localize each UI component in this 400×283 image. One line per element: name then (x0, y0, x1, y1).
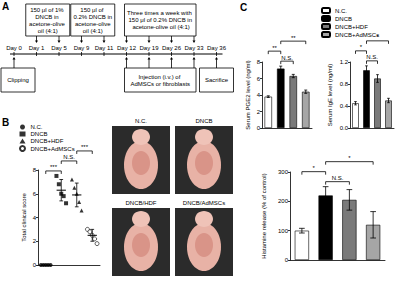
svg-text:*: * (313, 165, 316, 171)
svg-text:8: 8 (257, 59, 261, 65)
svg-text:Three times a week with: Three times a week with (127, 10, 193, 16)
svg-text:6: 6 (33, 191, 37, 197)
svg-text:C: C (240, 2, 247, 13)
svg-text:Day 11: Day 11 (95, 45, 114, 51)
svg-text:Total clinical score: Total clinical score (21, 192, 27, 241)
svg-text:acetone-olive: acetone-olive (73, 21, 112, 27)
svg-text:**: ** (291, 35, 296, 41)
svg-text:DNCB+HDF: DNCB+HDF (335, 24, 368, 30)
svg-text:DNCB+AdMSCs: DNCB+AdMSCs (31, 146, 75, 152)
svg-text:Histamine release (% of contro: Histamine release (% of control) (261, 173, 267, 258)
svg-text:***: *** (81, 144, 89, 150)
svg-text:0: 0 (285, 257, 289, 263)
svg-text:B: B (2, 117, 9, 128)
svg-text:*: * (376, 34, 379, 40)
svg-text:DNCB+HDF: DNCB+HDF (31, 138, 64, 144)
svg-text:DNCB: DNCB (195, 118, 212, 124)
svg-text:DNCB+AdMSCs: DNCB+AdMSCs (335, 32, 379, 38)
svg-text:DNCB: DNCB (335, 16, 352, 22)
svg-text:N.S.: N.S. (366, 54, 378, 60)
svg-text:***: *** (50, 164, 58, 170)
svg-text:4: 4 (33, 215, 37, 221)
svg-text:0.4: 0.4 (340, 103, 349, 109)
svg-text:N.S.: N.S. (332, 175, 344, 181)
svg-text:DNCB in: DNCB in (35, 14, 60, 20)
svg-text:Day 19: Day 19 (139, 45, 159, 51)
svg-text:200: 200 (278, 198, 289, 204)
svg-text:8: 8 (33, 167, 37, 173)
svg-text:150 μl of 0.2% DNCB in: 150 μl of 0.2% DNCB in (129, 17, 193, 23)
svg-text:DNCB/AdMSCs: DNCB/AdMSCs (183, 200, 225, 206)
svg-text:2: 2 (257, 109, 261, 115)
svg-text:0.8: 0.8 (340, 81, 349, 87)
svg-text:4: 4 (257, 92, 261, 98)
svg-text:DNCB: DNCB (31, 131, 48, 137)
svg-text:Injection (i.v.) of: Injection (i.v.) of (138, 74, 182, 80)
svg-text:0.2% DNCB in: 0.2% DNCB in (73, 14, 112, 20)
svg-text:Day 36: Day 36 (207, 45, 227, 51)
svg-text:AdMSCs or fibroblasts: AdMSCs or fibroblasts (130, 81, 190, 87)
svg-text:N.S.: N.S. (63, 154, 75, 160)
svg-text:300: 300 (278, 169, 289, 175)
svg-text:acetone-olive: acetone-olive (29, 21, 66, 27)
svg-text:Day 26: Day 26 (162, 45, 182, 51)
svg-text:Day 9: Day 9 (74, 45, 90, 51)
svg-text:acetone-olive oil (4:1): acetone-olive oil (4:1) (131, 24, 190, 30)
svg-text:Day 12: Day 12 (117, 45, 137, 51)
svg-text:Day 33: Day 33 (184, 45, 204, 51)
svg-text:0: 0 (33, 262, 37, 268)
svg-text:0.0: 0.0 (340, 125, 349, 131)
svg-text:Sacrifice: Sacrifice (205, 77, 229, 83)
svg-text:Serum IgE level (ng/ml): Serum IgE level (ng/ml) (327, 64, 333, 127)
svg-text:**: ** (272, 45, 277, 51)
svg-text:N.C.: N.C. (335, 8, 347, 14)
svg-text:N.C.: N.C. (31, 124, 43, 130)
svg-text:Clipping: Clipping (7, 77, 29, 83)
svg-text:Serum PGE2 level (ng/ml): Serum PGE2 level (ng/ml) (245, 60, 251, 130)
svg-text:Day 5: Day 5 (51, 45, 67, 51)
svg-text:*: * (348, 155, 351, 161)
svg-text:DNCB/HDF: DNCB/HDF (126, 200, 157, 206)
svg-text:oil (4:1): oil (4:1) (38, 28, 58, 34)
svg-text:oil (4:1): oil (4:1) (83, 28, 103, 34)
svg-text:2: 2 (33, 238, 37, 244)
svg-text:100: 100 (278, 228, 289, 234)
svg-text:0: 0 (257, 125, 261, 131)
svg-text:Day 0: Day 0 (6, 45, 22, 51)
svg-text:1.2: 1.2 (340, 59, 349, 65)
svg-text:*: * (360, 44, 363, 50)
svg-text:Day 1: Day 1 (29, 45, 45, 51)
svg-text:A: A (2, 1, 9, 12)
svg-text:150 μl of: 150 μl of (80, 7, 105, 13)
svg-text:150 μl of 1%: 150 μl of 1% (30, 7, 65, 13)
svg-text:N.S.: N.S. (281, 55, 293, 61)
svg-text:N.C.: N.C. (135, 118, 147, 124)
svg-text:6: 6 (257, 76, 261, 82)
